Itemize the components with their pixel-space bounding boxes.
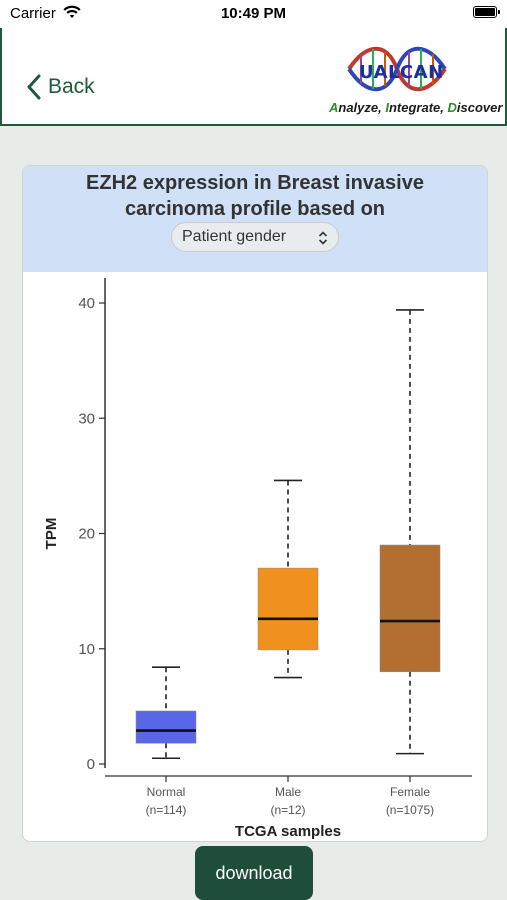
y-tick-label: 20 xyxy=(78,526,95,543)
back-label: Back xyxy=(48,75,95,98)
card-title: EZH2 expression in Breast invasive carci… xyxy=(23,170,487,222)
back-button[interactable]: Back xyxy=(26,74,95,100)
y-axis-label: TPM xyxy=(43,518,60,550)
x-tick-count: (n=1075) xyxy=(386,803,434,817)
card-title-line2: carcinoma profile based on xyxy=(124,198,386,220)
download-button[interactable]: download xyxy=(195,846,313,900)
x-tick-label: Male xyxy=(275,785,301,799)
x-tick-count: (n=12) xyxy=(270,803,305,817)
chevron-up-down-icon xyxy=(318,231,328,245)
y-tick-label: 40 xyxy=(78,295,95,312)
logo-tagline: Analyze, Integrate, Discover xyxy=(329,100,503,115)
x-tick-label: Female xyxy=(390,785,430,799)
box-female xyxy=(379,544,441,673)
x-tick-label: Normal xyxy=(147,785,186,799)
clock: 10:49 PM xyxy=(220,5,287,22)
y-tick-label: 0 xyxy=(87,756,95,773)
dna-helix-icon xyxy=(347,46,447,92)
logo-text: UALCAN xyxy=(359,62,444,83)
battery-icon xyxy=(473,6,500,18)
y-tick-label: 30 xyxy=(78,410,95,427)
navigation-bar: Back UALCAN Analyze, Integrate, Discover xyxy=(0,28,507,126)
boxplot-chart: 0 10 20 30 40 TPM Normal (n=114) Male (n=12) Femal… xyxy=(43,277,472,840)
box-normal xyxy=(135,710,197,744)
box-male xyxy=(257,567,319,651)
x-tick-count: (n=114) xyxy=(146,803,187,817)
profile-select-value: Patient gender xyxy=(182,228,287,245)
status-bar: Carrier 10:49 PM xyxy=(0,0,507,28)
chevron-left-icon xyxy=(27,74,41,100)
card-header: EZH2 expression in Breast invasive carci… xyxy=(23,166,487,272)
ualcan-logo: UALCAN Analyze, Integrate, Discover xyxy=(329,38,502,118)
profile-select[interactable]: Patient gender xyxy=(171,222,339,252)
y-tick-label: 10 xyxy=(78,641,95,658)
x-axis-label: TCGA samples xyxy=(235,823,341,840)
card-title-line1: EZH2 expression in Breast invasive xyxy=(86,172,424,194)
wifi-icon xyxy=(63,5,81,18)
carrier-label: Carrier xyxy=(10,5,56,22)
